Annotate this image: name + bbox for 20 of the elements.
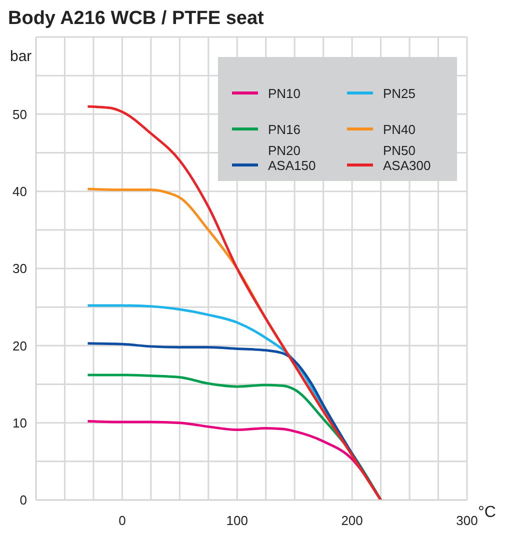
x-tick-label: 300 bbox=[456, 513, 478, 528]
legend-label: PN10 bbox=[268, 86, 302, 101]
x-tick-label: 0 bbox=[118, 513, 126, 528]
line-series bbox=[86, 105, 382, 500]
legend-label: PN40 bbox=[383, 122, 417, 137]
y-tick-label: 0 bbox=[20, 492, 27, 508]
y-tick-label: 10 bbox=[12, 415, 27, 430]
y-axis-title: bar bbox=[10, 48, 32, 65]
x-tick-label: 100 bbox=[226, 513, 248, 528]
y-tick-label: 50 bbox=[12, 106, 27, 122]
chart-title: Body A216 WCB / PTFE seat bbox=[8, 8, 265, 31]
legend-label: PN20 ASA150 bbox=[268, 143, 317, 173]
y-tick-label: 30 bbox=[12, 261, 27, 276]
y-tick-label: 40 bbox=[12, 184, 27, 199]
y-tick-label: 20 bbox=[12, 338, 27, 354]
legend-label: PN50 ASA300 bbox=[383, 143, 432, 173]
x-tick-label: 200 bbox=[341, 513, 363, 528]
legend-label: PN16 bbox=[268, 122, 302, 137]
legend-label: PN25 bbox=[383, 86, 417, 101]
x-axis-title: °C bbox=[478, 504, 496, 522]
